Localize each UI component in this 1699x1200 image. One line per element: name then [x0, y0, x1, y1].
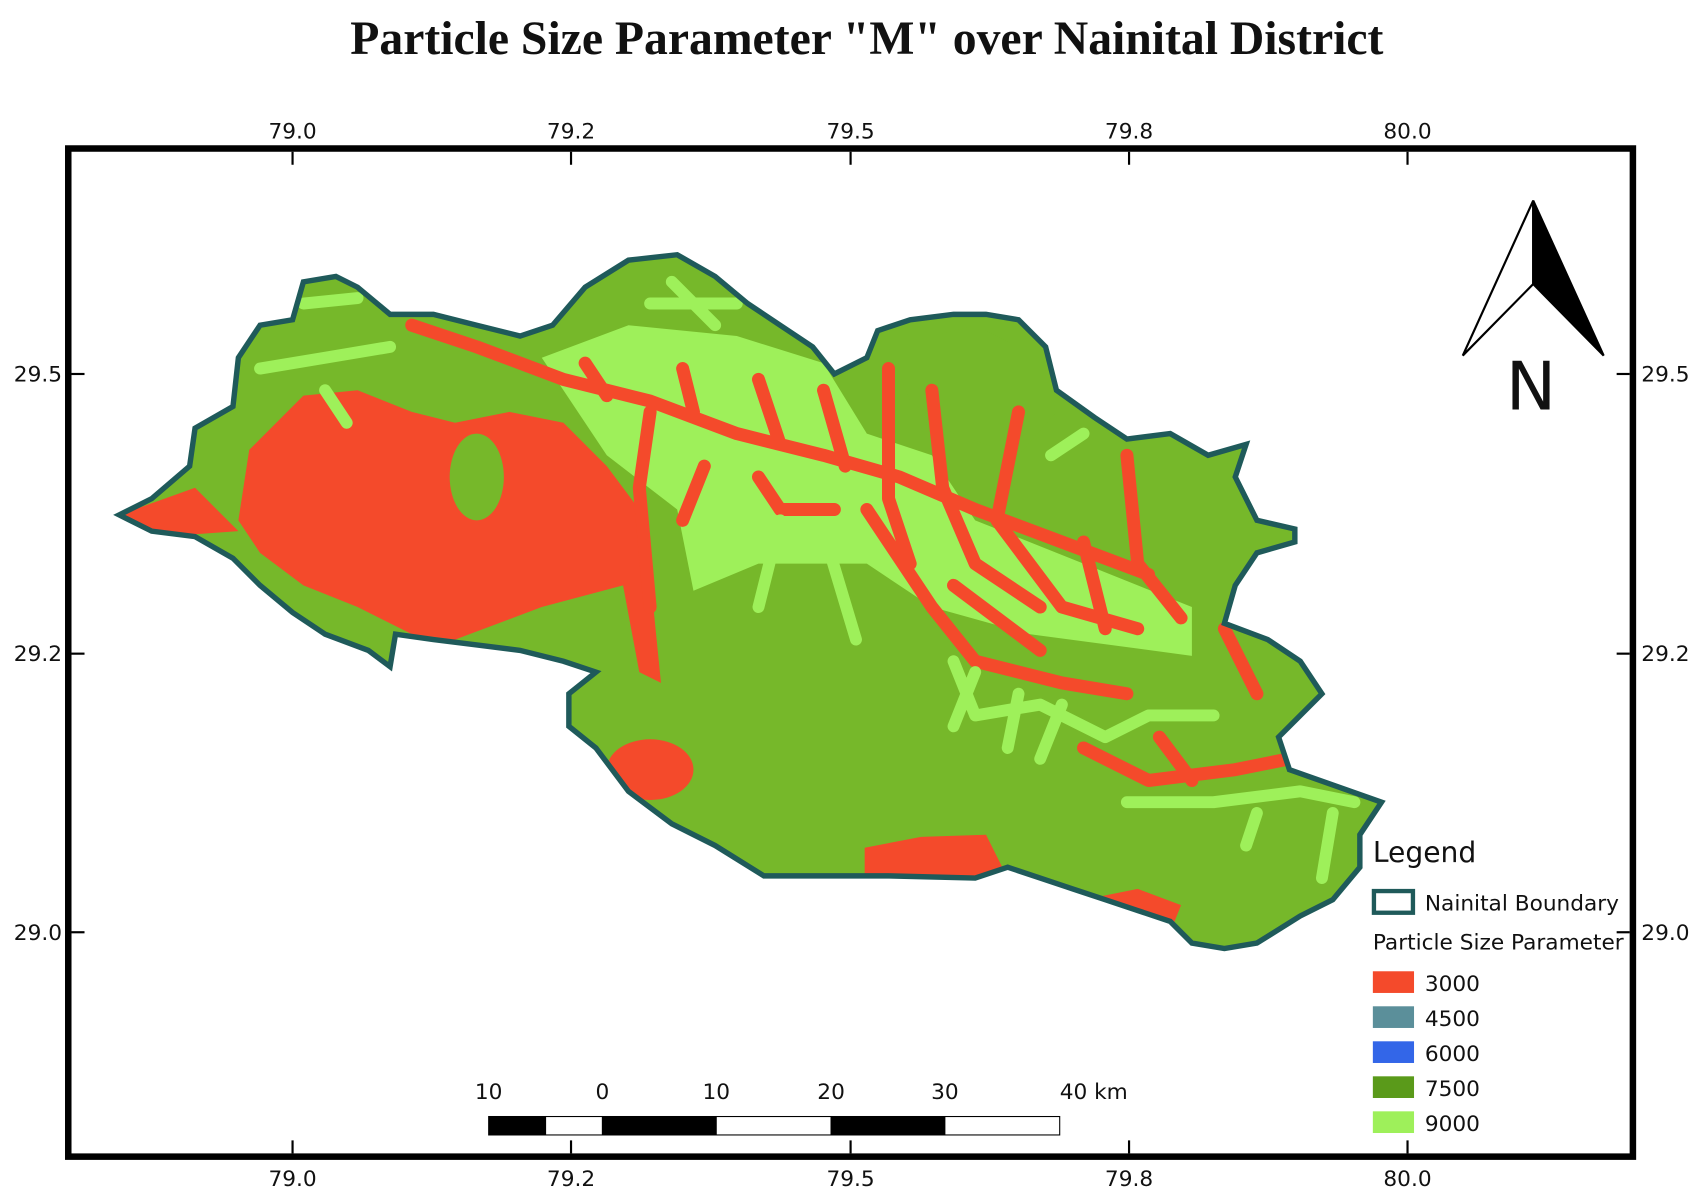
- zone-3000: [864, 834, 1003, 881]
- boundary-label: Nainital Boundary: [1425, 892, 1619, 917]
- scale-segment: [715, 1115, 832, 1136]
- scale-label: 10: [475, 1080, 503, 1105]
- scale-bar: 10 0 10 20 30 40 km: [475, 1080, 1128, 1136]
- legend-label: 4500: [1425, 1007, 1480, 1032]
- north-label: N: [1506, 348, 1556, 426]
- left-tick-label: 29.2: [14, 642, 62, 667]
- top-tick-label: 80.0: [1383, 120, 1431, 145]
- top-tick-label: 79.0: [268, 120, 316, 145]
- scale-label: 0: [596, 1080, 610, 1105]
- legend-swatch: [1372, 1006, 1415, 1028]
- stream-9000: [254, 275, 1361, 885]
- scale-segment: [545, 1115, 603, 1136]
- right-tick-label: 29.5: [1641, 363, 1689, 388]
- legend-title: Legend: [1373, 836, 1476, 869]
- bottom-tick-label: 79.5: [826, 1167, 874, 1192]
- scale-label: 10: [702, 1080, 730, 1105]
- right-tick-label: 29.0: [1641, 921, 1689, 946]
- map-title: Particle Size Parameter "M" over Nainita…: [350, 13, 1383, 65]
- legend-swatch: [1372, 1041, 1415, 1063]
- scale-segment: [830, 1115, 946, 1136]
- graticule-ticks: 79.0 79.2 79.5 79.8 80.0 79.0 79.2 79.5 79.8 80.0…: [14, 120, 1690, 1192]
- top-tick-label: 79.5: [826, 120, 874, 145]
- top-tick-label: 79.2: [547, 120, 595, 145]
- legend-subtitle: Particle Size Parameter: [1373, 931, 1624, 956]
- legend-swatch: [1372, 971, 1415, 993]
- zone-3000: [238, 390, 661, 683]
- zone-3000: [119, 487, 239, 537]
- left-tick-label: 29.5: [14, 363, 62, 388]
- boundary-swatch: [1371, 888, 1416, 915]
- scale-segment: [944, 1115, 1061, 1136]
- legend-label: 6000: [1425, 1042, 1480, 1067]
- map-frame: [65, 145, 1637, 1160]
- north-arrow: N: [1461, 200, 1605, 426]
- legend-swatch: [1372, 1076, 1415, 1098]
- zone-3000: [606, 739, 694, 800]
- legend-label: 7500: [1425, 1077, 1480, 1102]
- bottom-tick-label: 79.2: [547, 1167, 595, 1192]
- scale-label: 40 km: [1060, 1080, 1128, 1105]
- bottom-tick-label: 79.8: [1105, 1167, 1153, 1192]
- stream-3000: [405, 318, 1296, 787]
- scale-segment: [488, 1115, 547, 1136]
- top-tick-label: 79.8: [1105, 120, 1153, 145]
- bottom-tick-label: 79.0: [268, 1167, 316, 1192]
- legend-swatch: [1372, 1111, 1415, 1134]
- scale-label: 20: [817, 1080, 845, 1105]
- scale-segment: [601, 1115, 717, 1136]
- scale-label: 30: [931, 1080, 959, 1105]
- left-tick-label: 29.0: [14, 921, 62, 946]
- legend-label: 3000: [1425, 972, 1480, 997]
- right-tick-label: 29.2: [1641, 642, 1689, 667]
- map-body: [119, 254, 1382, 949]
- legend-label: 9000: [1425, 1112, 1480, 1137]
- bottom-tick-label: 80.0: [1383, 1167, 1431, 1192]
- legend: Legend Nainital Boundary Particle Size P…: [1371, 836, 1624, 1137]
- zone-7500: [449, 433, 504, 521]
